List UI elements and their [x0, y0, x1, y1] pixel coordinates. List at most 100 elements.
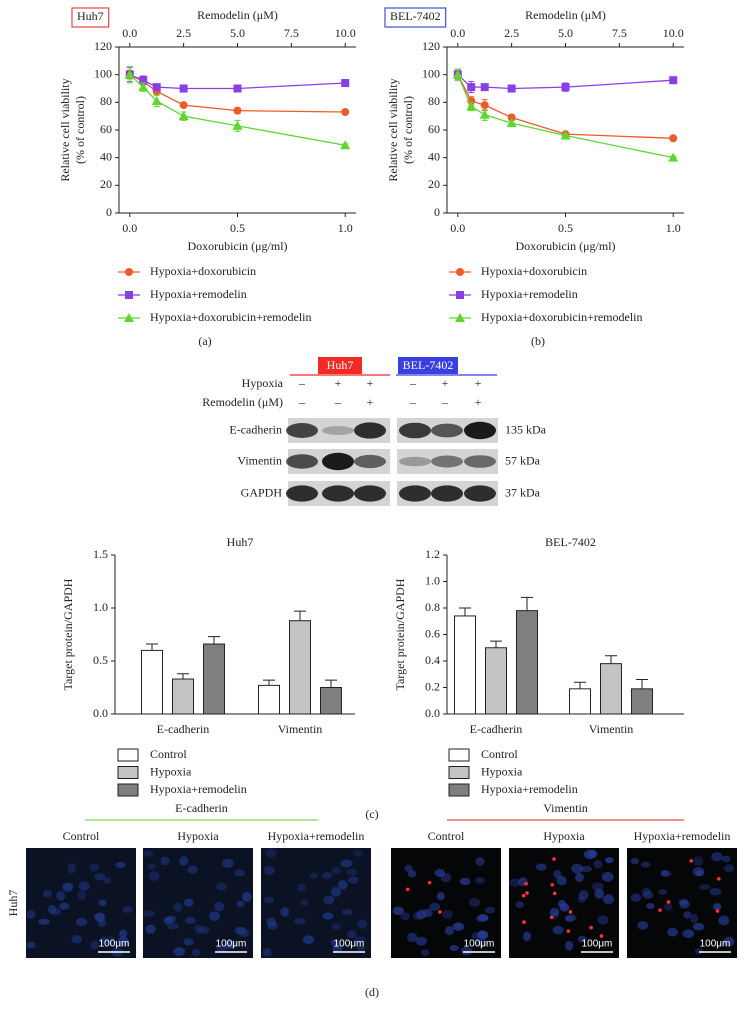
band [354, 454, 386, 469]
nucleus [173, 902, 183, 912]
stain [405, 887, 410, 892]
y-axis-title: (% of control) [73, 96, 87, 164]
nucleus [679, 900, 690, 909]
nucleus [460, 946, 473, 956]
legend-swatch [117, 748, 139, 762]
nucleus [330, 886, 342, 897]
band [322, 426, 354, 435]
legend-label: Hypoxia+doxorubicin+remodelin [481, 310, 643, 324]
y-tick-label: 0.0 [93, 706, 108, 720]
nucleus [475, 877, 485, 884]
error-bar [208, 636, 220, 645]
y-axis-title: Relative cell viability [386, 78, 400, 181]
error-bar [177, 673, 189, 680]
y-tick-label: 40 [428, 149, 440, 163]
y-tick-label: 0.8 [425, 600, 440, 614]
y-tick-label: 60 [428, 122, 440, 136]
nucleus [347, 930, 357, 939]
nucleus [475, 857, 485, 866]
marker [124, 69, 135, 79]
nucleus [690, 913, 699, 924]
nucleus [476, 938, 488, 947]
nucleus [605, 857, 614, 864]
nucleus [56, 890, 66, 901]
marker [151, 95, 162, 105]
nucleus [323, 895, 335, 905]
y-axis-title: Target protein/GAPDH [61, 578, 75, 690]
y-tick-label: 0 [434, 205, 440, 219]
error-bar [325, 679, 337, 688]
stain [521, 893, 526, 898]
nucleus [591, 882, 604, 891]
badge-box [71, 7, 110, 28]
y-tick-label: 80 [428, 94, 440, 108]
legend-label: Hypoxia+doxorubicin [481, 264, 587, 278]
nucleus [143, 850, 154, 857]
micrograph [143, 848, 253, 958]
nucleus [442, 910, 453, 919]
column-label: Control [428, 829, 465, 843]
stain [522, 920, 526, 924]
cell-line-box [398, 357, 458, 374]
nucleus [265, 848, 277, 858]
column-label: Hypoxia [543, 829, 585, 843]
error-bar [294, 610, 306, 621]
panel-label: (a) [198, 334, 211, 348]
marker [233, 84, 242, 93]
stain [552, 857, 556, 861]
nucleus [183, 898, 194, 907]
nucleus [593, 859, 603, 869]
nucleus [115, 861, 126, 868]
nucleus [187, 865, 198, 874]
stain [568, 910, 573, 914]
nucleus [160, 856, 170, 866]
x2-axis-title: Remodelin (μM) [197, 8, 278, 22]
nucleus [630, 893, 642, 902]
nucleus [238, 928, 250, 938]
x2-tick-label: 2.5 [504, 26, 519, 40]
nucleus [471, 932, 480, 940]
scale-label: 100μm [99, 939, 130, 950]
nucleus [148, 871, 160, 881]
legend-marker [456, 268, 464, 276]
y-tick-label: 1.0 [93, 600, 108, 614]
micrograph [261, 848, 371, 958]
nucleus [322, 912, 334, 920]
nucleus [601, 872, 614, 882]
x-tick-label: Vimentin [278, 722, 323, 736]
nucleus [145, 924, 156, 934]
nucleus [322, 871, 333, 879]
nucleus [557, 899, 566, 908]
nucleus [346, 868, 358, 876]
band [399, 485, 431, 502]
nucleus [143, 910, 155, 917]
nucleus [222, 858, 234, 869]
stain [524, 881, 528, 886]
band [354, 422, 386, 439]
bar [600, 663, 622, 715]
error-bar [521, 596, 533, 611]
band [322, 452, 354, 471]
marker [452, 69, 463, 79]
nucleus [478, 930, 487, 939]
nucleus [26, 941, 36, 949]
nucleus [103, 877, 112, 885]
nucleus [721, 855, 731, 863]
nucleus [695, 870, 704, 877]
stain [549, 915, 554, 920]
stain [550, 883, 555, 887]
nucleus [452, 922, 465, 931]
legend-swatch [117, 783, 139, 797]
x2-tick-label: 5.0 [230, 26, 245, 40]
marker [178, 111, 189, 121]
nucleus [422, 908, 433, 918]
nucleus [93, 873, 106, 881]
row-label: GAPDH [241, 485, 283, 499]
nucleus [577, 896, 586, 903]
marker [179, 101, 188, 110]
condition-sign: + [475, 395, 482, 409]
nucleus [718, 915, 730, 926]
marker [561, 83, 570, 92]
cell-line-label: Huh7 [327, 358, 354, 372]
nucleus [723, 936, 735, 947]
